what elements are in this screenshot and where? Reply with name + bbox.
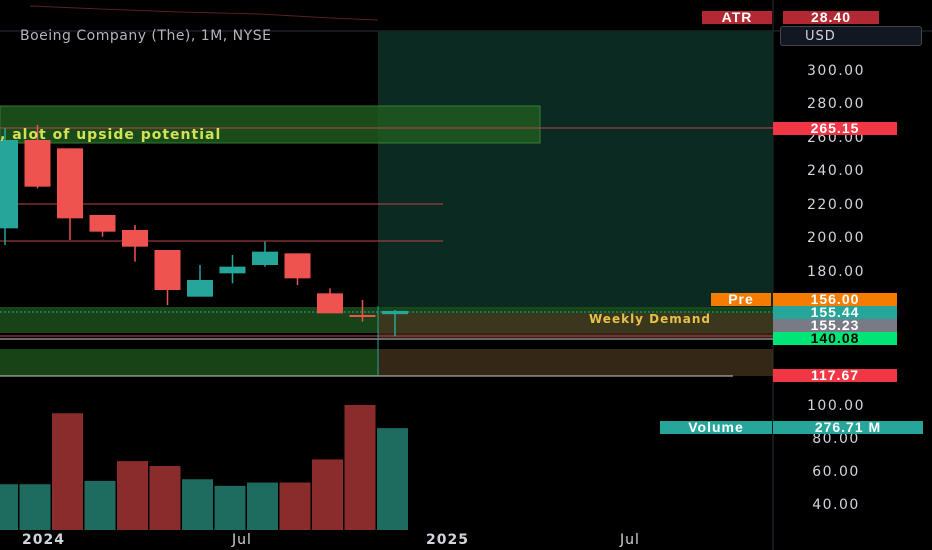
target-price-label: 265.15 (773, 121, 897, 135)
currency-selector[interactable]: USD (780, 26, 922, 46)
atr-label: ATR (702, 10, 772, 24)
volume-tick-100: 100.00 (807, 398, 865, 414)
volume-value-label: 276.71 M (773, 420, 923, 434)
candle-body (252, 251, 278, 265)
candle-body (317, 293, 343, 314)
candle-body (89, 215, 116, 232)
candle-body (122, 230, 148, 247)
candle-body (187, 280, 213, 297)
volume-bar (279, 482, 311, 530)
candle-body (284, 253, 311, 279)
volume-bar (312, 459, 343, 530)
volume-bar (19, 484, 51, 530)
volume-bar (214, 485, 246, 530)
chart-title: Boeing Company (The), 1M, NYSE (20, 28, 272, 44)
volume-tick-40: 40.00 (812, 497, 860, 513)
volume-bar (247, 482, 278, 530)
price-tick-220: 220.00 (807, 197, 865, 213)
price-tick-240: 240.00 (807, 163, 865, 179)
candle-body (219, 266, 246, 274)
volume-bar (117, 461, 148, 530)
volume-bar (0, 484, 18, 530)
candlestick-series (0, 125, 408, 337)
volume-bar (84, 480, 116, 530)
volume-tick-60: 60.00 (812, 464, 860, 480)
close-price-label: 155.23 (773, 318, 897, 332)
price-tick-280: 280.00 (807, 96, 865, 112)
atr-value: 28.40 (783, 10, 879, 24)
candle-body (24, 140, 51, 187)
volume-bar (182, 479, 213, 530)
premarket-tag: Pre (711, 292, 771, 306)
price-tick-200: 200.00 (807, 230, 865, 246)
upside-annotation: , alot of upside potential (0, 127, 222, 143)
price-tick-180: 180.00 (807, 264, 865, 280)
weekly-demand-annotation: Weekly Demand (589, 312, 712, 326)
support-price-label: 140.08 (773, 331, 897, 345)
stop-price-label: 117.67 (773, 368, 897, 382)
lower-support-zone (0, 349, 378, 376)
volume-bar (52, 413, 83, 530)
last-price-label: 155.44 (773, 305, 897, 319)
lower-zone-extension (378, 349, 773, 376)
price-tick-300: 300.00 (807, 63, 865, 79)
upside-zone (0, 105, 541, 144)
volume-bar (149, 466, 181, 530)
time-tick-2024: 2024 (22, 532, 65, 548)
candle-body (154, 250, 181, 290)
time-tick-jul-2025: Jul (620, 532, 640, 548)
candle-body (0, 140, 18, 229)
volume-tag: Volume (660, 420, 772, 434)
time-tick-2025: 2025 (426, 532, 469, 548)
volume-bar (377, 428, 408, 530)
volume-bar (344, 405, 376, 530)
time-tick-jul-2024: Jul (232, 532, 252, 548)
volume-tick-80: 80.00 (812, 431, 860, 447)
premarket-price-label: 156.00 (773, 292, 897, 306)
candle-body (382, 310, 408, 315)
long-position-target-zone (378, 31, 773, 309)
candle-body (349, 315, 376, 317)
atr-line (29, 5, 379, 21)
demand-zone-extension (378, 313, 773, 338)
volume-series (0, 405, 408, 530)
candle-body (57, 148, 83, 219)
